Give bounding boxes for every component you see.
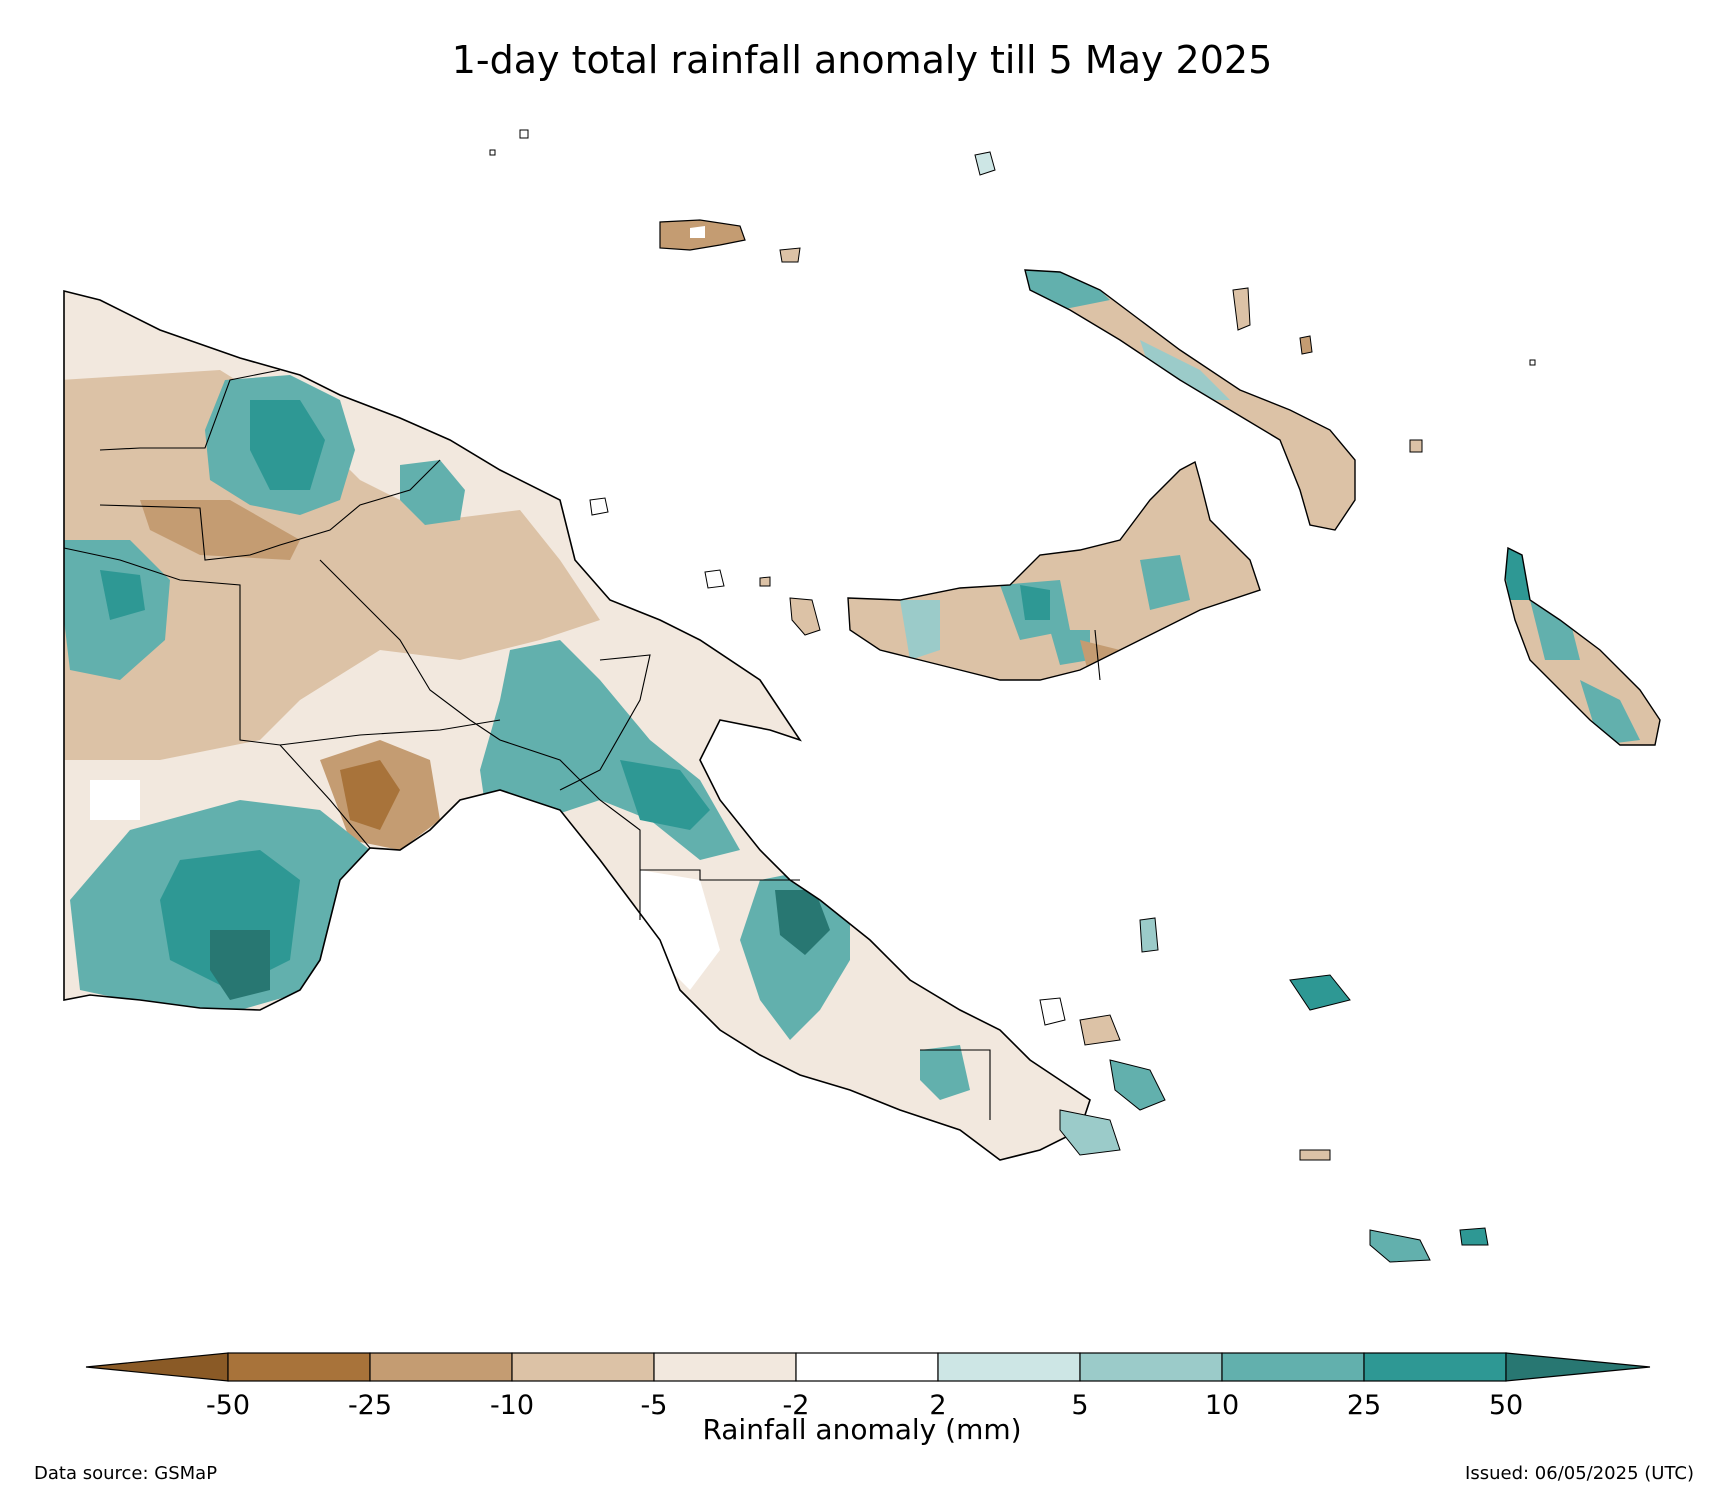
small-islands [489, 129, 1536, 1263]
map-title: 1-day total rainfall anomaly till 5 May … [451, 38, 1273, 82]
colorbar-segment [369, 1352, 513, 1382]
colorbar-extend-low [85, 1352, 229, 1382]
colorbar-segment [795, 1352, 939, 1382]
colorbar-tick-label: 50 [1489, 1390, 1523, 1421]
colorbar-tick-label: 10 [1205, 1390, 1239, 1421]
colorbar-segment [937, 1352, 1081, 1382]
colorbar-tick-label: 5 [1071, 1390, 1088, 1421]
colorbar-tick-label: -25 [348, 1390, 392, 1421]
colorbar-segment [1079, 1352, 1223, 1382]
colorbar-tick-label: 25 [1347, 1390, 1381, 1421]
colorbar-extend-high [1505, 1352, 1651, 1382]
issued-date-text: Issued: 06/05/2025 (UTC) [1465, 1463, 1694, 1484]
colorbar-tick-label: 2 [929, 1390, 946, 1421]
colorbar-tick-label: -50 [206, 1390, 250, 1421]
colorbar-segment [1363, 1352, 1507, 1382]
colorbar-label: Rainfall anomaly (mm) [702, 1413, 1022, 1446]
colorbar-segment [227, 1352, 371, 1382]
manus-island [659, 219, 801, 263]
colorbar-tick-label: -10 [490, 1390, 534, 1421]
colorbar-segment [511, 1352, 655, 1382]
colorbar-tick-label: -2 [783, 1390, 810, 1421]
rainfall-anomaly-map [63, 129, 1661, 1263]
data-source-text: Data source: GSMaP [34, 1463, 218, 1484]
colorbar-segment [1221, 1352, 1365, 1382]
colorbar-tick-label: -5 [641, 1390, 668, 1421]
colorbar-segment [653, 1352, 797, 1382]
